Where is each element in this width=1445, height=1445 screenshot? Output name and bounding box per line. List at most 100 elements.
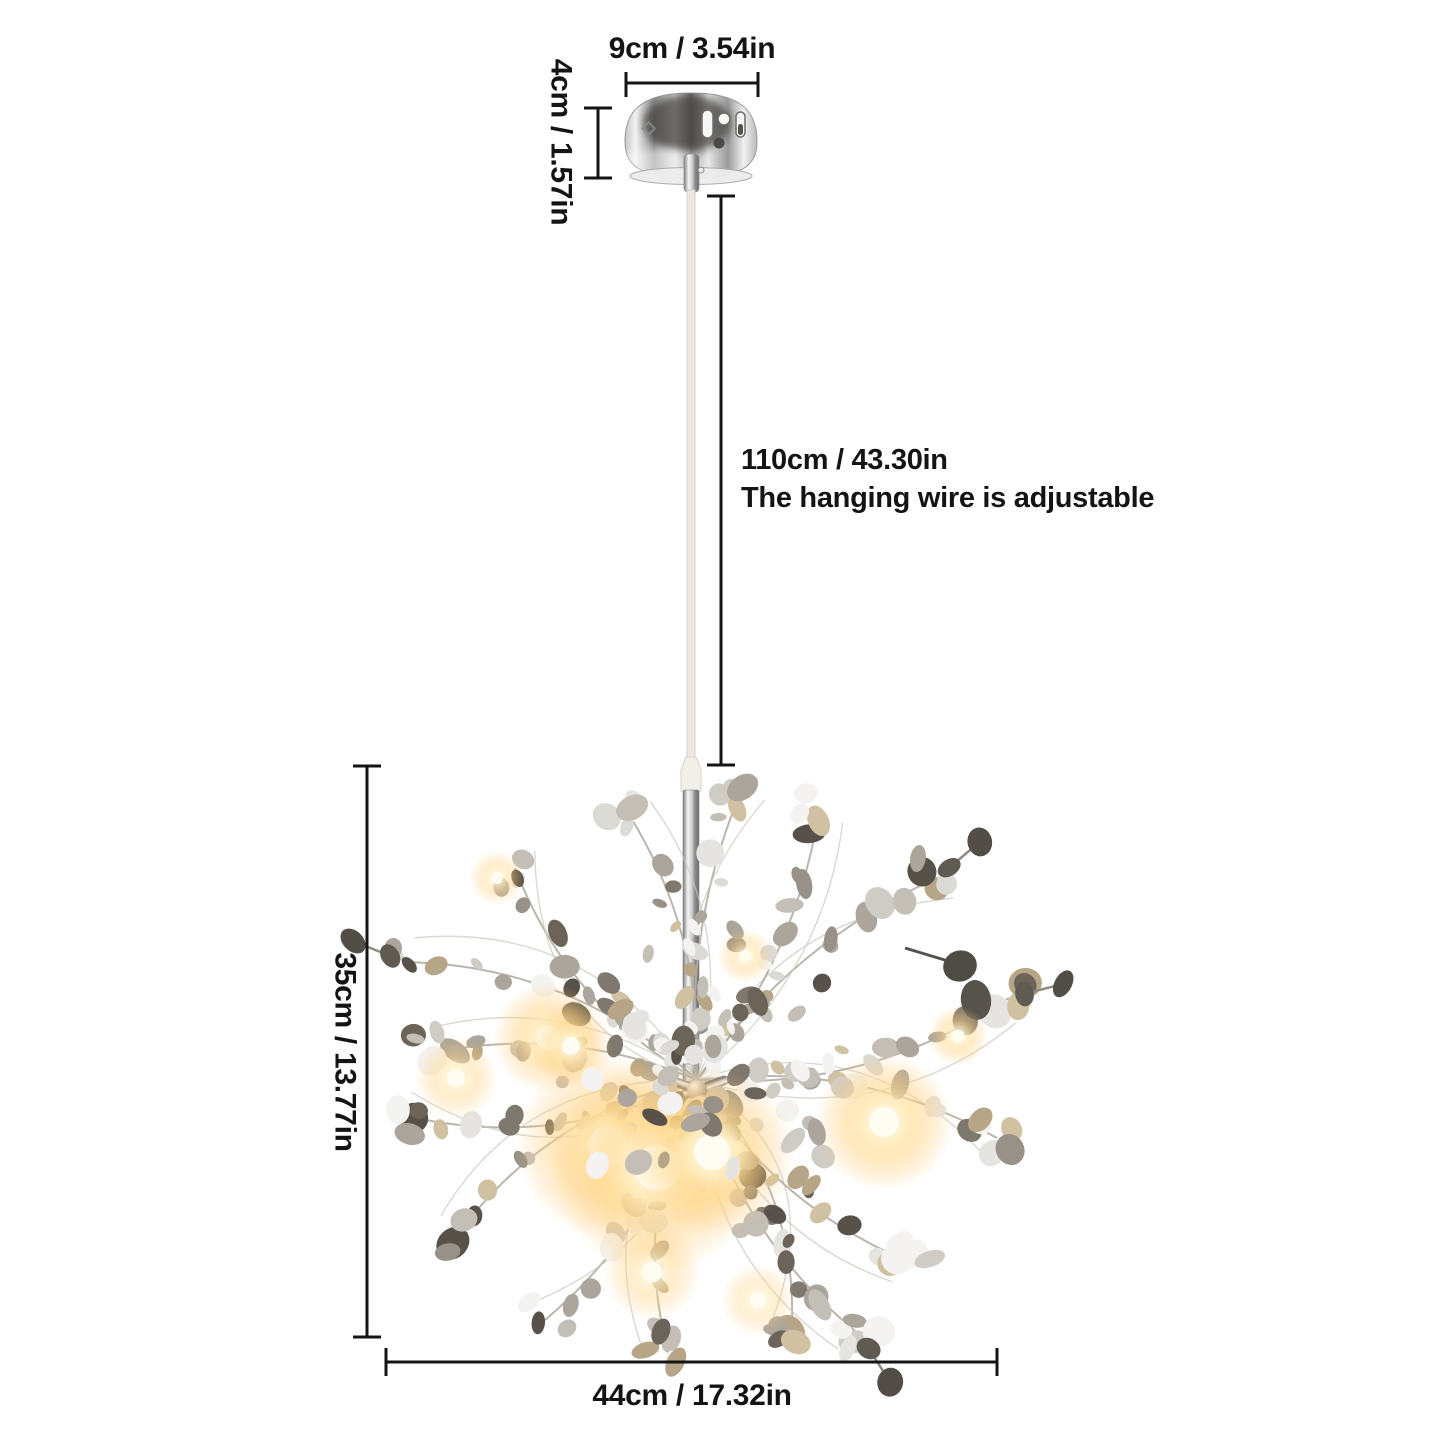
foil-disc xyxy=(592,803,622,831)
foil-disc xyxy=(937,858,961,878)
foil-disc xyxy=(657,1065,680,1087)
foil-disc xyxy=(914,1249,946,1269)
canopy-height-dimension xyxy=(584,106,612,180)
foil-disc xyxy=(839,1335,857,1362)
foil-disc xyxy=(557,1319,577,1338)
foil-disc xyxy=(498,1117,520,1136)
foil-disc xyxy=(777,1250,795,1274)
foil-disc xyxy=(683,938,696,956)
foil-disc xyxy=(670,920,682,933)
bulb-core xyxy=(951,1029,965,1043)
foil-disc xyxy=(703,1095,724,1114)
foil-disc xyxy=(1015,981,1034,1007)
foil-disc xyxy=(651,1318,671,1345)
foil-disc xyxy=(549,954,580,979)
foil-disc xyxy=(597,972,621,994)
canopy-width-dimension xyxy=(624,72,760,97)
foil-disc xyxy=(657,1151,670,1169)
bulb-core xyxy=(491,872,503,884)
foil-disc xyxy=(380,944,401,968)
foil-disc xyxy=(494,974,512,990)
foil-disc xyxy=(856,1337,881,1360)
foil-disc xyxy=(769,971,785,981)
foil-disc xyxy=(642,944,654,963)
foil-disc xyxy=(943,950,977,982)
foil-disc xyxy=(823,926,838,952)
fixture-width-label: 44cm / 17.32in xyxy=(592,1379,792,1412)
canopy-width-label: 9cm / 3.54in xyxy=(608,32,776,65)
foil-disc xyxy=(547,919,568,948)
foil-disc xyxy=(434,1243,461,1261)
foil-disc xyxy=(616,794,649,821)
foil-disc xyxy=(968,1107,993,1133)
foil-disc xyxy=(696,839,725,868)
foil-disc xyxy=(781,1078,795,1090)
foil-disc xyxy=(770,1060,785,1075)
foil-disc xyxy=(517,1292,541,1313)
foil-disc xyxy=(787,1165,810,1190)
foil-disc xyxy=(725,1156,740,1180)
foil-disc xyxy=(394,1123,425,1145)
foil-disc xyxy=(620,816,634,837)
foil-disc xyxy=(652,853,674,877)
foil-disc xyxy=(727,773,759,802)
foil-disc xyxy=(450,1208,478,1232)
fixture-width-dimension xyxy=(384,1348,999,1376)
foil-disc xyxy=(585,1151,609,1179)
foil-disc xyxy=(744,1087,767,1100)
foil-disc xyxy=(607,998,634,1020)
bulb-core xyxy=(641,1261,663,1283)
bulb-core xyxy=(694,1134,730,1170)
wire-length-label: 110cm / 43.30in xyxy=(741,444,948,476)
dimension-lines xyxy=(353,72,999,1376)
foil-disc xyxy=(936,873,957,895)
fixture-height-dimension xyxy=(353,764,381,1339)
bulb-core xyxy=(739,950,751,962)
foil-disc xyxy=(683,962,698,977)
foil-disc xyxy=(385,1095,410,1125)
foil-disc xyxy=(406,1033,425,1044)
foil-disc xyxy=(732,1003,749,1022)
foil-disc xyxy=(629,1009,650,1027)
ceiling-canopy xyxy=(624,92,758,193)
foil-disc xyxy=(562,1293,579,1318)
foil-disc xyxy=(684,1044,704,1065)
hanging-wire xyxy=(686,189,696,765)
foil-disc xyxy=(809,1202,832,1224)
foil-disc xyxy=(881,1243,913,1275)
foil-disc xyxy=(714,878,729,887)
foil-disc xyxy=(801,1175,821,1196)
foil-disc xyxy=(718,1008,732,1027)
foil-disc xyxy=(909,845,926,872)
foil-disc xyxy=(710,812,727,822)
bulb-core xyxy=(869,1107,899,1137)
foil-disc xyxy=(808,1289,832,1321)
foil-disc xyxy=(697,976,709,999)
foil-disc xyxy=(477,1179,498,1201)
wire-length-note: 110cm / 43.30in The hanging wire is adju… xyxy=(741,441,1154,517)
foil-disc xyxy=(642,1108,668,1126)
foil-disc xyxy=(657,1091,683,1115)
foil-disc xyxy=(704,1034,722,1059)
foil-disc xyxy=(674,986,695,1010)
foil-disc xyxy=(470,957,483,970)
foil-disc xyxy=(680,1113,710,1132)
foil-disc xyxy=(709,985,722,1003)
wire-adjustable-label: The hanging wire is adjustable xyxy=(741,482,1155,514)
foil-disc xyxy=(747,1057,769,1083)
canopy-stamp xyxy=(641,121,656,136)
wire-length-dimension xyxy=(707,194,735,767)
foil-disc xyxy=(726,1020,735,1035)
foil-disc xyxy=(515,897,531,914)
foil-disc xyxy=(433,1119,449,1140)
foil-disc xyxy=(340,928,366,954)
canopy-vent-slots xyxy=(701,109,746,149)
branch-wire xyxy=(696,822,844,1081)
foil-disc xyxy=(830,1320,853,1339)
foil-disc xyxy=(837,1215,862,1236)
foil-disc xyxy=(617,1088,637,1107)
wire-connector xyxy=(680,756,702,793)
foil-disc xyxy=(409,1102,428,1119)
foil-disc xyxy=(995,1133,1025,1166)
bulb-core xyxy=(750,1292,766,1308)
